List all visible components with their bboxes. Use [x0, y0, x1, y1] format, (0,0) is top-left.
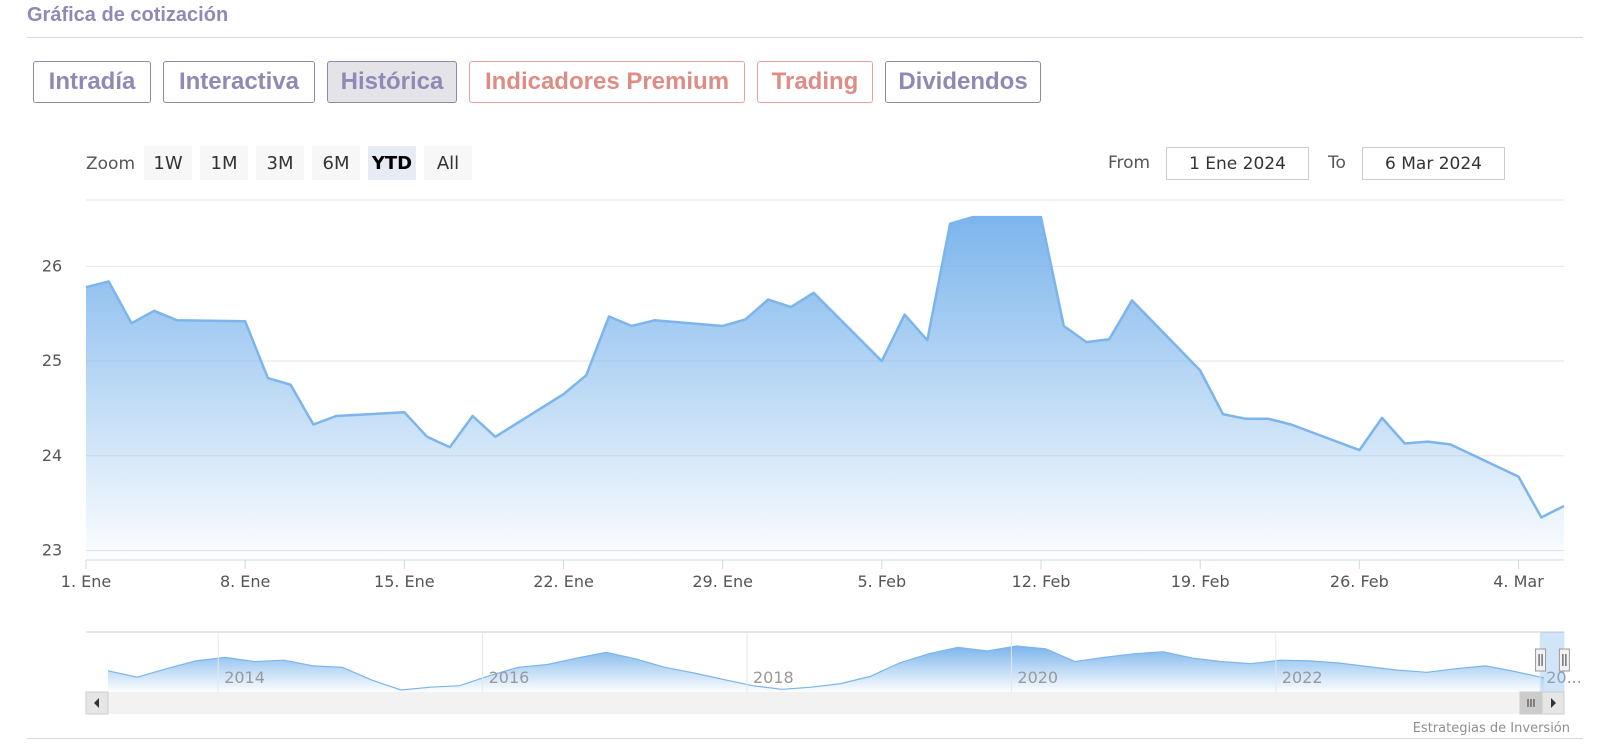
y-tick-label-23: 23 — [42, 541, 62, 560]
zoom-6m-button[interactable]: 6M — [312, 146, 360, 180]
zoom-label: Zoom — [86, 154, 136, 174]
y-tick-label-26: 26 — [42, 256, 62, 275]
navigator-year-label: 2018 — [753, 668, 794, 687]
scrollbar-right-arrow[interactable] — [1541, 691, 1565, 715]
x-tick-label: 15. Ene — [374, 572, 435, 591]
navigator-handle-left[interactable] — [1535, 648, 1547, 672]
tab-trading[interactable]: Trading — [757, 61, 873, 103]
y-tick-label-24: 24 — [42, 446, 62, 465]
navigator-year-label: 20... — [1546, 668, 1582, 687]
tab-intradia[interactable]: Intradía — [33, 61, 151, 103]
navigator-year-label: 2016 — [489, 668, 530, 687]
x-tick-label: 29. Ene — [692, 572, 753, 591]
scrollbar-left-arrow[interactable] — [85, 691, 109, 715]
to-label: To — [1328, 153, 1346, 173]
navigator-year-label: 2014 — [224, 668, 265, 687]
navigator-area — [108, 646, 1544, 692]
scrollbar-thumb[interactable] — [1519, 691, 1543, 715]
from-label: From — [1108, 153, 1151, 173]
x-tick-label: 4. Mar — [1493, 572, 1544, 591]
tab-dividendos[interactable]: Dividendos — [885, 61, 1041, 103]
zoom-ytd-button[interactable]: YTD — [368, 146, 416, 180]
x-tick-label: 12. Feb — [1012, 572, 1071, 591]
tab-historica[interactable]: Histórica — [327, 61, 457, 103]
navigator-handle-right[interactable] — [1558, 648, 1570, 672]
tab-interactiva[interactable]: Interactiva — [163, 61, 315, 103]
series-area — [86, 217, 1564, 560]
x-tick-label: 1. Ene — [61, 572, 111, 591]
scrollbar-track[interactable] — [86, 692, 1564, 714]
x-tick-label: 22. Ene — [533, 572, 594, 591]
y-tick-label-25: 25 — [42, 351, 62, 370]
section-title: Gráfica de cotización — [27, 4, 229, 26]
series-line — [85, 215, 1565, 519]
zoom-3m-button[interactable]: 3M — [256, 146, 304, 180]
x-tick-label: 19. Feb — [1171, 572, 1230, 591]
x-tick-label: 26. Feb — [1330, 572, 1389, 591]
zoom-1m-button[interactable]: 1M — [200, 146, 248, 180]
x-tick-label: 5. Feb — [858, 572, 907, 591]
navigator-year-label: 2022 — [1282, 668, 1323, 687]
x-tick-label: 8. Ene — [220, 572, 270, 591]
credit-text: Estrategias de Inversión — [1412, 721, 1570, 736]
zoom-1w-button[interactable]: 1W — [144, 146, 192, 180]
title-divider — [27, 37, 1583, 38]
tab-indicadores-premium[interactable]: Indicadores Premium — [469, 61, 745, 103]
from-date-input[interactable] — [1166, 147, 1309, 180]
zoom-all-button[interactable]: All — [424, 146, 472, 180]
navigator-line — [107, 645, 1545, 691]
navigator-year-label: 2020 — [1017, 668, 1058, 687]
bottom-divider — [27, 738, 1583, 739]
navigator-selected-range — [1540, 632, 1565, 692]
to-date-input[interactable] — [1362, 147, 1505, 180]
